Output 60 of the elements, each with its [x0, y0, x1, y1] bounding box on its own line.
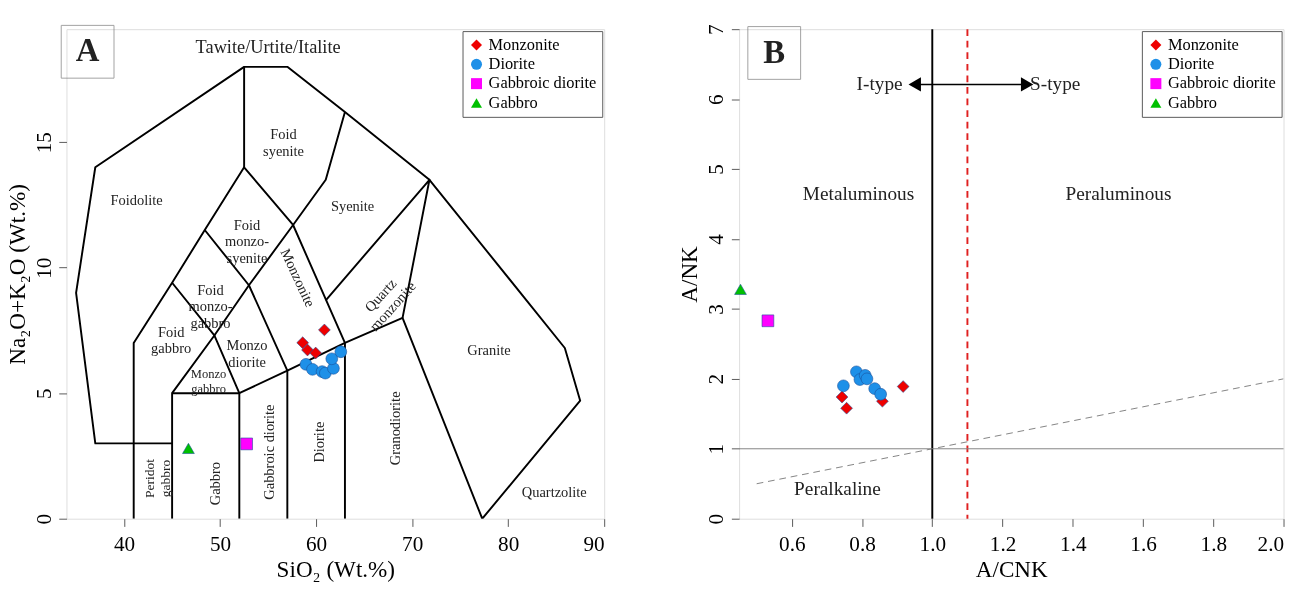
x-tick-label: 50: [210, 531, 232, 556]
x-tick-label: 1.6: [1130, 531, 1157, 556]
annotation: Gabbroic diorite: [260, 404, 277, 500]
x-axis-title: A/CNK: [975, 556, 1049, 583]
x-tick-label: 70: [402, 531, 424, 556]
annotation: Monzo gabbro: [190, 367, 227, 396]
x-tick-label: 60: [306, 531, 328, 556]
x-tick-label: 40: [113, 531, 136, 556]
annotation: Monzo diorite: [226, 337, 268, 370]
legend-label: Gabbro: [488, 92, 538, 112]
annotation: I-type: [856, 73, 903, 95]
annotation: Peralkaline: [794, 478, 881, 500]
annotation: Diorite: [310, 421, 327, 463]
y-tick-label: 15: [31, 132, 56, 154]
legend-label: Gabbroic diorite: [1167, 73, 1276, 93]
legend-label: Gabbro: [1167, 92, 1218, 112]
annotation: Foidolite: [110, 191, 163, 208]
annotation: Syenite: [330, 197, 375, 214]
y-tick-label: 5: [704, 164, 729, 175]
y-tick-label: 4: [704, 233, 729, 245]
x-tick-label: 1.4: [1060, 531, 1087, 556]
y-tick-label: 7: [704, 24, 729, 35]
y-tick-label: 5: [31, 388, 56, 399]
y-tick-label: 1: [704, 443, 729, 455]
y-axis-title: A/NK: [676, 245, 703, 303]
legend-label: Monzonite: [488, 34, 560, 54]
annotation: Tawite/Urtite/Italite: [195, 36, 341, 57]
annotation: S-type: [1030, 73, 1081, 95]
x-tick-label: 1.2: [989, 531, 1017, 556]
legend-label: Monzonite: [1167, 34, 1239, 54]
x-axis-title: SiO₂ (Wt.%): [276, 556, 396, 583]
x-tick-label: 1.8: [1200, 531, 1228, 556]
annotation: Foid gabbro: [151, 323, 192, 356]
y-axis-title: Na₂O+K₂O (Wt.%): [3, 184, 30, 365]
x-tick-label: 90: [583, 531, 605, 556]
x-tick-label: 0.6: [779, 531, 806, 556]
y-tick-label: 0: [31, 513, 56, 525]
annotation: Peridot gabbro: [142, 458, 173, 499]
legend-label: Diorite: [1167, 54, 1215, 74]
x-tick-label: 0.8: [849, 531, 876, 556]
y-tick-label: 6: [704, 94, 729, 105]
annotation: Quartzolite: [521, 484, 587, 501]
y-tick-label: 3: [704, 304, 729, 315]
annotation: Foid monzo- syenite: [224, 216, 270, 266]
y-tick-label: 10: [31, 257, 56, 279]
annotation: Peraluminous: [1065, 183, 1172, 205]
annotation: B: [763, 33, 786, 70]
legend-label: Diorite: [488, 54, 535, 74]
x-tick-label: 80: [498, 531, 520, 556]
x-tick-label: 2.0: [1257, 531, 1285, 556]
annotation: Granodiorite: [386, 391, 403, 466]
annotation: Gabbro: [207, 461, 224, 506]
annotation: A: [75, 32, 100, 69]
y-tick-label: 0: [704, 513, 729, 525]
annotation: Foid syenite: [263, 126, 304, 159]
annotation: Metaluminous: [802, 183, 915, 205]
legend-label: Gabbroic diorite: [488, 73, 597, 93]
annotation: Granite: [467, 342, 511, 359]
x-tick-label: 1.0: [919, 531, 947, 556]
y-tick-label: 2: [704, 374, 729, 385]
